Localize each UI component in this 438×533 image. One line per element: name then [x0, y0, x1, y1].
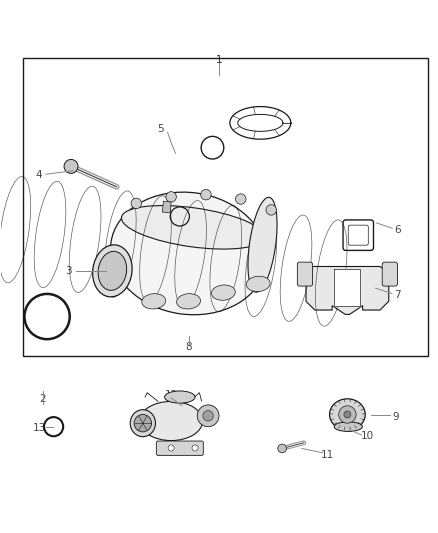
Ellipse shape — [121, 206, 264, 249]
Ellipse shape — [165, 391, 195, 403]
Ellipse shape — [248, 197, 277, 292]
FancyBboxPatch shape — [156, 441, 203, 455]
Ellipse shape — [329, 399, 365, 430]
Text: 5: 5 — [157, 124, 163, 134]
Text: 1: 1 — [215, 55, 223, 65]
Ellipse shape — [110, 192, 267, 315]
Ellipse shape — [212, 285, 235, 300]
Circle shape — [197, 405, 219, 426]
Bar — [23, 58, 428, 356]
Bar — [162, 201, 171, 213]
Circle shape — [339, 406, 356, 423]
Polygon shape — [306, 266, 389, 314]
Ellipse shape — [98, 252, 127, 290]
Ellipse shape — [142, 294, 166, 309]
Circle shape — [64, 159, 78, 173]
Circle shape — [236, 194, 246, 204]
Text: 2: 2 — [39, 394, 46, 404]
Circle shape — [131, 198, 141, 208]
Text: 4: 4 — [35, 170, 42, 180]
Circle shape — [278, 444, 286, 453]
Circle shape — [192, 445, 198, 451]
Text: 13: 13 — [33, 423, 46, 433]
Text: 7: 7 — [394, 290, 401, 300]
Circle shape — [166, 192, 177, 202]
Circle shape — [168, 445, 174, 451]
Ellipse shape — [177, 294, 201, 309]
Ellipse shape — [93, 245, 132, 297]
Text: 3: 3 — [66, 266, 72, 276]
Circle shape — [203, 410, 213, 421]
Circle shape — [266, 205, 276, 215]
Text: 10: 10 — [360, 431, 374, 441]
Ellipse shape — [334, 422, 362, 431]
Ellipse shape — [140, 401, 203, 441]
FancyBboxPatch shape — [297, 262, 313, 286]
Circle shape — [134, 415, 152, 432]
Text: 6: 6 — [394, 224, 401, 235]
Text: 9: 9 — [392, 411, 399, 422]
FancyBboxPatch shape — [382, 262, 397, 286]
Text: 11: 11 — [321, 449, 335, 459]
Ellipse shape — [246, 276, 270, 292]
Ellipse shape — [130, 410, 155, 437]
Text: 12: 12 — [165, 390, 178, 400]
Text: 1: 1 — [215, 55, 223, 65]
Text: 8: 8 — [185, 342, 192, 352]
Circle shape — [201, 189, 211, 200]
Polygon shape — [334, 269, 360, 305]
Circle shape — [344, 411, 351, 418]
